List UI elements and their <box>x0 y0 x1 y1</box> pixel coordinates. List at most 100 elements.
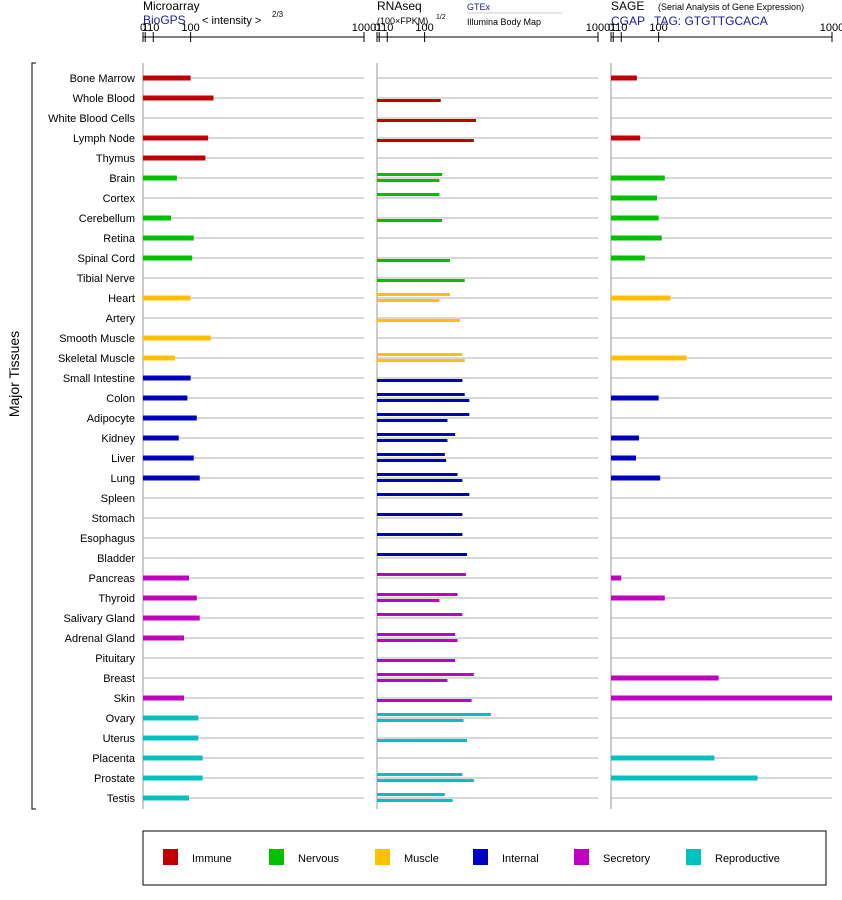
microarray-source[interactable]: BioGPS <box>143 13 186 27</box>
rnaseq-title: RNAseq <box>377 0 422 13</box>
sage-bar-pancreas <box>611 575 622 581</box>
microarray-bar-skin <box>143 695 185 701</box>
microarray-bar-brain <box>143 175 177 181</box>
tissue-label-salivary-gland: Salivary Gland <box>63 613 135 625</box>
microarray-bar-testis <box>143 795 190 801</box>
microarray-tick-label: 1 <box>142 22 148 34</box>
sage-bar-thyroid <box>611 595 665 601</box>
rnaseq-bar-testis-gtex <box>377 793 445 796</box>
sage-bar-heart <box>611 295 671 301</box>
sage-source[interactable]: CGAP <box>611 14 645 28</box>
tissue-labels: Bone Marrow Whole Blood White Blood Cells L… <box>48 73 136 805</box>
microarray-bar-adipocyte <box>143 415 197 421</box>
microarray-scale-label: < intensity > <box>202 15 261 27</box>
tissue-label-skeletal-muscle: Skeletal Muscle <box>58 353 135 365</box>
microarray-title: Microarray <box>143 0 200 13</box>
rnaseq-subtitle: (100×FPKM) <box>377 16 428 26</box>
rnaseq-bar-skin-illumina <box>377 699 472 702</box>
tissue-label-esophagus: Esophagus <box>80 533 136 545</box>
rnaseq-bar-skeletal-muscle-gtex <box>377 353 463 356</box>
microarray-bar-heart <box>143 295 191 301</box>
rnaseq-bar-tibial-nerve-illumina <box>377 279 465 282</box>
legend-swatch-secretory <box>574 849 589 865</box>
microarray-bar-lung <box>143 475 200 481</box>
tissue-label-retina: Retina <box>103 233 136 245</box>
tissue-label-adrenal-gland: Adrenal Gland <box>65 633 135 645</box>
rnaseq-bar-spinal-cord-illumina <box>377 259 451 262</box>
tissue-label-whole-blood: Whole Blood <box>73 93 135 105</box>
tissue-label-lymph-node: Lymph Node <box>73 133 135 145</box>
sage-bar-breast <box>611 675 719 681</box>
legend-swatch-nervous <box>269 849 284 865</box>
microarray-header: Microarray BioGPS < intensity > 2/3 <box>143 0 284 27</box>
legend-label-reproductive: Reproductive <box>715 853 780 865</box>
tissue-label-breast: Breast <box>103 673 135 685</box>
rnaseq-tick-label: 0 <box>374 22 380 34</box>
rnaseq-bar-small-intestine-illumina <box>377 379 463 382</box>
tissue-label-tibial-nerve: Tibial Nerve <box>77 273 135 285</box>
tissue-label-cortex: Cortex <box>103 193 136 205</box>
legend-label-secretory: Secretory <box>603 853 651 865</box>
rnaseq-bar-prostate-gtex <box>377 773 463 776</box>
tissue-label-spleen: Spleen <box>101 493 135 505</box>
rnaseq-bar-spleen-gtex <box>377 493 470 496</box>
rnaseq-bar-uterus-illumina <box>377 739 468 742</box>
rnaseq-bar-white-blood-cells-illumina <box>377 119 477 122</box>
sage-bar-lung <box>611 475 661 481</box>
microarray-bar-thymus <box>143 155 206 161</box>
microarray-tick-label: 10 <box>147 22 159 34</box>
rnaseq-bar-liver-gtex <box>377 453 445 456</box>
tissue-label-cerebellum: Cerebellum <box>79 213 135 225</box>
microarray-scale-exponent: 2/3 <box>272 10 284 19</box>
tissue-label-skin: Skin <box>114 693 135 705</box>
legend-label-muscle: Muscle <box>404 853 439 865</box>
rnaseq-tick-label: 1000 <box>586 22 610 34</box>
rnaseq-tick-label: 100 <box>415 22 433 34</box>
rnaseq-bar-adipocyte-gtex <box>377 413 470 416</box>
tissue-label-liver: Liver <box>111 453 135 465</box>
tissue-label-pituitary: Pituitary <box>95 653 135 665</box>
sage-subtitle: (Serial Analysis of Gene Expression) <box>658 2 804 12</box>
microarray-bar-skeletal-muscle <box>143 355 175 361</box>
tissue-label-pancreas: Pancreas <box>89 573 136 585</box>
tissue-label-adipocyte: Adipocyte <box>87 413 135 425</box>
sage-tick-label: 10 <box>615 22 627 34</box>
sage-tick-label: 1 <box>610 22 616 34</box>
rnaseq-bar-esophagus-gtex <box>377 533 463 536</box>
sage-bar-placenta <box>611 755 715 761</box>
microarray-bar-adrenal-gland <box>143 635 185 641</box>
sage-bar-spinal-cord <box>611 255 645 261</box>
tissue-label-thyroid: Thyroid <box>98 593 135 605</box>
rnaseq-bar-breast-illumina <box>377 679 448 682</box>
rnaseq-bar-cortex-gtex <box>377 193 440 196</box>
legend: Immune Nervous Muscle Internal Secretory Repr… <box>163 849 780 865</box>
microarray-tick-label: 1000 <box>352 22 376 34</box>
rnaseq-bar-bladder-gtex <box>377 553 468 556</box>
rnaseq-bar-ovary-illumina <box>377 719 464 722</box>
rnaseq-legend-top[interactable]: GTEx <box>467 2 491 12</box>
sage-bar-colon <box>611 395 659 401</box>
rnaseq-bar-testis-illumina <box>377 799 453 802</box>
microarray-bar-small-intestine <box>143 375 191 381</box>
tissue-label-bladder: Bladder <box>97 553 135 565</box>
tissue-label-ovary: Ovary <box>106 713 136 725</box>
rnaseq-bar-kidney-illumina <box>377 439 448 442</box>
tissue-label-colon: Colon <box>106 393 135 405</box>
tissue-label-brain: Brain <box>109 173 135 185</box>
sage-bar-cerebellum <box>611 215 659 221</box>
microarray-bar-retina <box>143 235 194 241</box>
sage-bar-kidney <box>611 435 639 441</box>
rnaseq-bar-breast-gtex <box>377 673 474 676</box>
rnaseq-bar-thyroid-illumina <box>377 599 440 602</box>
rnaseq-bar-ovary-gtex <box>377 713 491 716</box>
sage-tick-label: 100 <box>649 22 667 34</box>
microarray-bar-salivary-gland <box>143 615 200 621</box>
rnaseq-bar-thyroid-gtex <box>377 593 458 596</box>
tissue-label-artery: Artery <box>106 313 136 325</box>
sage-bar-lymph-node <box>611 135 641 141</box>
microarray-bar-uterus <box>143 735 199 741</box>
rnaseq-bar-cerebellum-illumina <box>377 219 443 222</box>
microarray-bar-prostate <box>143 775 203 781</box>
